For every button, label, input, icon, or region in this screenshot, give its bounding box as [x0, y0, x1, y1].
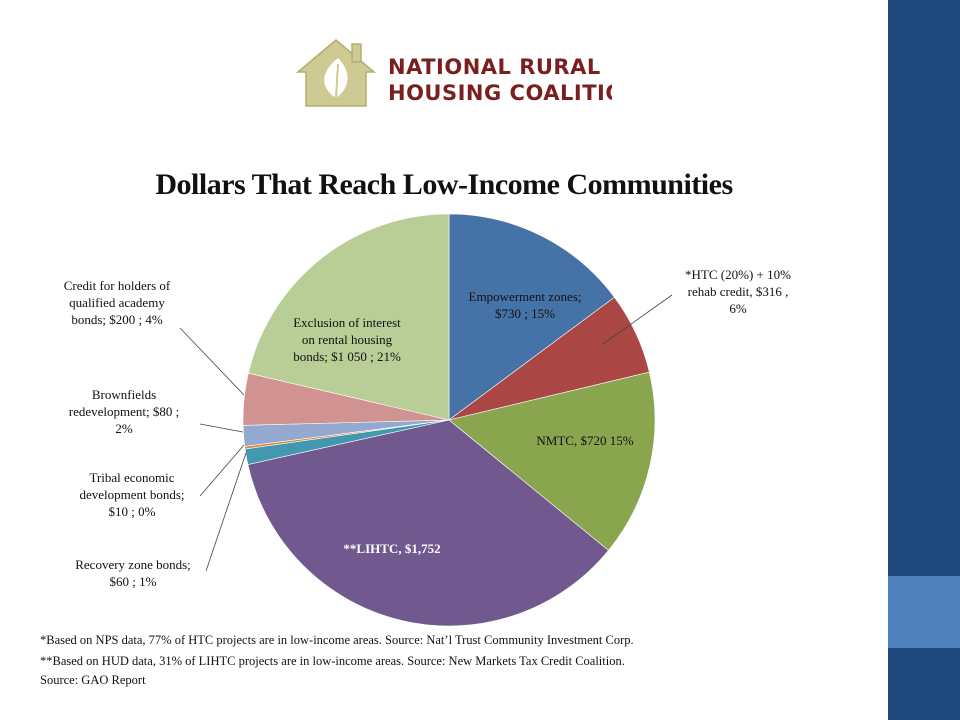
- pie-slice: [448, 371, 656, 551]
- logo-house-icon: NATIONAL RURAL HOUSING COALITION: [295, 39, 641, 107]
- logo-line1: NATIONAL RURAL: [388, 55, 601, 79]
- slice-label: *HTC (20%) + 10% rehab credit, $316 , 6%: [685, 267, 791, 316]
- pie-slice: [248, 213, 450, 421]
- pie-slice: [247, 419, 609, 627]
- leader-line: [179, 327, 245, 396]
- slice-label: Tribal economic development bonds; $10 ; 0…: [79, 470, 184, 519]
- slice-label: Exclusion of interest on rental housing bo…: [293, 315, 401, 364]
- footnote-source: Source: GAO Report: [40, 673, 146, 687]
- slice-label: Empowerment zones; $730 ; 15%: [469, 289, 582, 321]
- pie-slice: [448, 213, 615, 421]
- footnote-lihtc: **Based on HUD data, 31% of LIHTC projec…: [40, 654, 625, 668]
- leader-line: [199, 444, 245, 497]
- chart-title: Dollars That Reach Low-Income Communitie…: [155, 168, 733, 201]
- leader-line: [199, 423, 244, 433]
- leader-line: [205, 452, 247, 572]
- slice-label: **LIHTC, $1,752: [343, 541, 440, 556]
- slice-label: Brownfields redevelopment; $80 ; 2%: [69, 387, 179, 436]
- leader-line: [602, 294, 673, 345]
- logo-line2: HOUSING COALITION: [388, 81, 612, 105]
- footnote-htc: *Based on NPS data, 77% of HTC projects …: [40, 633, 634, 647]
- side-accent-block: [888, 576, 960, 648]
- slice-label: NMTC, $720 15%: [536, 433, 633, 448]
- pie-chart: Empowerment zones; $730 ; 15% *HTC (20%) +…: [64, 213, 791, 627]
- logo: NATIONAL RURAL HOUSING COALITION: [292, 36, 641, 116]
- slice-label: Recovery zone bonds; $60 ; 1%: [75, 557, 191, 589]
- slice-label: Credit for holders of qualified academy bo…: [64, 278, 171, 327]
